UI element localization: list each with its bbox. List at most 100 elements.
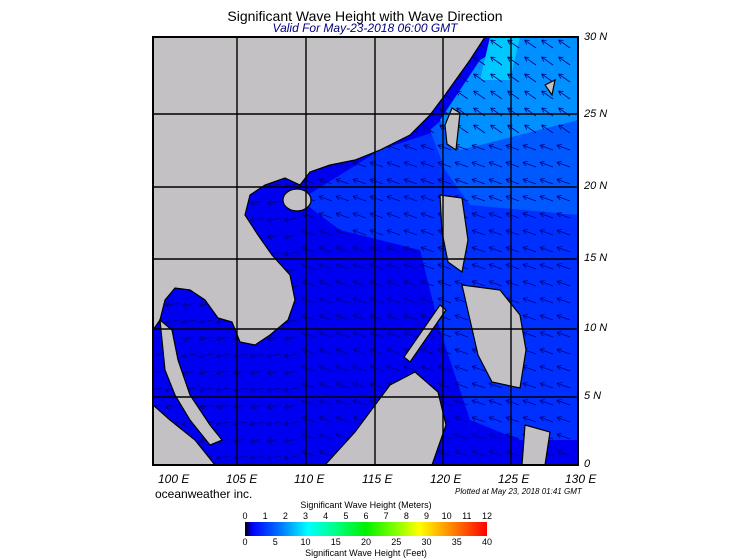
wave-arrow xyxy=(490,39,503,49)
colorbar-tick-label: 2 xyxy=(282,511,288,521)
wave-arrow xyxy=(352,399,367,406)
wave-arrow xyxy=(471,382,486,389)
wave-arrow xyxy=(454,161,469,168)
wave-arrow xyxy=(541,56,554,66)
lat-label: 25 N xyxy=(584,108,608,120)
wave-arrow xyxy=(522,229,537,236)
colorbar-tick-label: 35 xyxy=(451,537,462,547)
wave-arrow xyxy=(539,314,554,321)
wave-arrow xyxy=(556,297,571,304)
wave-arrow xyxy=(266,386,282,393)
wave-arrow xyxy=(420,178,435,185)
wave-arrow xyxy=(488,195,503,202)
wave-arrow xyxy=(556,399,571,406)
colorbar-tick-label: 30 xyxy=(421,537,432,547)
wave-arrow xyxy=(522,212,537,219)
wave-arrow xyxy=(454,399,469,406)
wave-arrow xyxy=(249,369,265,376)
wave-arrow xyxy=(386,280,401,287)
wave-arrow xyxy=(335,195,350,202)
wave-arrow xyxy=(522,263,537,270)
wave-arrow xyxy=(318,178,333,185)
wave-arrow xyxy=(318,246,333,253)
wave-arrow xyxy=(539,399,554,406)
wave-arrow xyxy=(403,246,418,253)
lon-label: 120 E xyxy=(430,472,462,486)
wave-arrow xyxy=(153,370,163,375)
wave-arrow xyxy=(215,403,231,410)
map-frame xyxy=(152,36,579,466)
wave-arrow xyxy=(420,297,435,304)
wave-arrow xyxy=(181,352,197,359)
wave-arrow xyxy=(283,335,299,342)
wave-arrow xyxy=(471,195,486,202)
wave-arrow xyxy=(352,365,367,372)
wave-arrow xyxy=(558,39,571,49)
wave-arrow xyxy=(437,331,452,338)
wave-arrow xyxy=(420,144,435,151)
wave-arrow xyxy=(488,450,503,457)
wave-arrow xyxy=(522,416,537,423)
wave-arrow xyxy=(403,365,418,372)
wave-arrow xyxy=(541,124,554,134)
wave-arrow xyxy=(422,124,435,134)
wave-arrow xyxy=(153,336,163,341)
malay-peninsula xyxy=(159,318,223,446)
lon-label: 100 E xyxy=(158,472,190,486)
wave-arrow xyxy=(437,382,452,389)
wave-arrow xyxy=(539,246,554,253)
wave-arrow xyxy=(181,301,197,308)
wave-arrow xyxy=(539,348,554,355)
wave-arrow xyxy=(505,246,520,253)
wave-arrow xyxy=(352,178,367,185)
wave-arrow xyxy=(318,314,333,321)
wave-arrow xyxy=(437,280,452,287)
wave-arrow xyxy=(420,161,435,168)
wave-arrow xyxy=(386,178,401,185)
wave-arrow xyxy=(437,297,452,304)
wave-arrow xyxy=(539,229,554,236)
wave-arrow xyxy=(215,386,231,393)
wave-arrow xyxy=(539,365,554,372)
sulawesi xyxy=(521,424,551,465)
lon-label: 115 E xyxy=(362,472,393,486)
wave-arrow xyxy=(556,161,571,168)
map-subtitle: Valid For May-23-2018 06:00 GMT xyxy=(272,21,458,35)
wave-arrow xyxy=(318,348,333,355)
wave-arrow xyxy=(369,246,384,253)
wave-arrow xyxy=(420,229,435,236)
wave-arrow xyxy=(369,331,384,338)
wave-arrow xyxy=(539,280,554,287)
wave-arrow xyxy=(471,144,486,151)
wave-arrow xyxy=(215,420,231,427)
wave-arrow xyxy=(522,195,537,202)
wave-arrow xyxy=(318,382,333,389)
wave-arrow xyxy=(490,56,503,66)
wave-arrow xyxy=(369,348,384,355)
wave-arrow xyxy=(454,433,469,440)
wave-arrow xyxy=(403,263,418,270)
wave-arrow xyxy=(539,144,554,151)
wave-arrow xyxy=(335,416,350,423)
wave-arrow xyxy=(420,246,435,253)
wave-arrow xyxy=(318,297,333,304)
wave-arrow xyxy=(522,161,537,168)
wave-arrow xyxy=(352,263,367,270)
wave-arrow xyxy=(488,433,503,440)
wave-arrow xyxy=(386,365,401,372)
wave-arrow xyxy=(369,297,384,304)
wave-arrow xyxy=(249,454,265,461)
wave-arrow xyxy=(524,90,537,100)
wave-arrow xyxy=(505,416,520,423)
wave-arrow xyxy=(335,178,350,185)
wave-arrow xyxy=(215,335,231,342)
wave-arrow xyxy=(318,229,333,236)
wave-arrow xyxy=(524,124,537,134)
wave-arrow xyxy=(266,216,282,223)
wave-arrow xyxy=(471,246,486,253)
wave-arrow xyxy=(283,403,299,410)
wave-arrow xyxy=(556,450,571,457)
wave-arrow xyxy=(505,212,520,219)
wave-arrow xyxy=(556,382,571,389)
